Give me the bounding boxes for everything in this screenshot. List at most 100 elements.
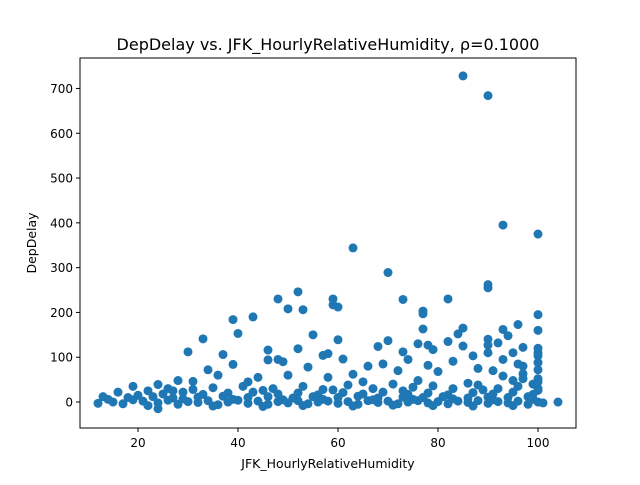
scatter-point xyxy=(178,394,188,404)
scatter-point xyxy=(203,365,213,375)
scatter-point xyxy=(468,351,478,361)
scatter-point xyxy=(118,399,128,409)
scatter-point xyxy=(293,344,303,354)
scatter-point xyxy=(483,283,493,293)
scatter-point xyxy=(458,323,468,333)
scatter-point xyxy=(518,342,528,352)
x-tick-label: 100 xyxy=(527,436,550,450)
scatter-point xyxy=(398,294,408,304)
scatter-point xyxy=(553,397,563,407)
scatter-points xyxy=(93,71,563,414)
scatter-point xyxy=(258,385,268,395)
scatter-point xyxy=(498,371,508,381)
scatter-point xyxy=(263,392,273,402)
scatter-point xyxy=(143,401,153,411)
scatter-point xyxy=(448,356,458,366)
scatter-point xyxy=(158,389,168,399)
scatter-point xyxy=(383,336,393,346)
scatter-point xyxy=(378,359,388,369)
scatter-point xyxy=(333,398,343,408)
scatter-point xyxy=(348,243,358,253)
scatter-point xyxy=(533,365,543,375)
scatter-point xyxy=(198,334,208,344)
y-axis-label: DepDelay xyxy=(24,212,39,274)
scatter-point xyxy=(263,345,273,355)
scatter-point xyxy=(93,398,103,408)
scatter-point xyxy=(398,347,408,357)
scatter-point xyxy=(293,287,303,297)
scatter-point xyxy=(328,385,338,395)
x-axis-ticks: 20 40 60 80 100 xyxy=(130,428,549,450)
scatter-point xyxy=(423,360,433,370)
scatter-point xyxy=(233,328,243,338)
scatter-point xyxy=(533,348,543,358)
y-tick-label: 400 xyxy=(50,216,73,230)
scatter-point xyxy=(508,348,518,358)
scatter-point xyxy=(498,220,508,230)
scatter-point xyxy=(128,381,138,391)
scatter-point xyxy=(498,324,508,334)
scatter-point xyxy=(533,385,543,395)
scatter-point xyxy=(428,381,438,391)
scatter-point xyxy=(483,348,493,358)
scatter-point xyxy=(533,310,543,320)
scatter-point xyxy=(538,398,548,408)
scatter-point xyxy=(533,358,543,368)
scatter-point xyxy=(128,395,138,405)
scatter-point xyxy=(398,386,408,396)
scatter-point xyxy=(418,324,428,334)
scatter-point xyxy=(323,372,333,382)
scatter-point xyxy=(283,370,293,380)
scatter-point xyxy=(503,331,513,341)
scatter-point xyxy=(273,294,283,304)
scatter-point xyxy=(253,372,263,382)
scatter-point xyxy=(208,383,218,393)
y-tick-label: 0 xyxy=(65,396,73,410)
scatter-point xyxy=(493,338,503,348)
scatter-point xyxy=(533,229,543,239)
scatter-point xyxy=(403,354,413,364)
scatter-point xyxy=(113,387,123,397)
scatter-point xyxy=(153,380,163,390)
scatter-point xyxy=(163,395,173,405)
scatter-point xyxy=(273,389,283,399)
scatter-point xyxy=(248,312,258,322)
scatter-point xyxy=(218,350,228,360)
scatter-point xyxy=(368,395,378,405)
scatter-point xyxy=(263,355,273,365)
scatter-point xyxy=(458,71,468,81)
scatter-point xyxy=(363,361,373,371)
scatter-point xyxy=(383,268,393,278)
y-tick-label: 600 xyxy=(50,127,73,141)
scatter-point xyxy=(348,369,358,379)
scatter-point xyxy=(178,387,188,397)
scatter-point xyxy=(188,376,198,386)
scatter-point xyxy=(193,397,203,407)
scatter-point xyxy=(188,384,198,394)
scatter-point xyxy=(143,386,153,396)
scatter-point xyxy=(508,401,518,411)
scatter-point xyxy=(428,345,438,355)
scatter-point xyxy=(278,357,288,367)
scatter-point xyxy=(228,359,238,369)
scatter-point xyxy=(518,374,528,384)
scatter-point xyxy=(483,340,493,350)
x-axis-label: JFK_HourlyRelativeHumidity xyxy=(240,456,415,471)
y-tick-label: 700 xyxy=(50,82,73,96)
scatter-point xyxy=(448,394,458,404)
scatter-point xyxy=(168,386,178,396)
scatter-point xyxy=(413,376,423,386)
scatter-point xyxy=(468,401,478,411)
scatter-point xyxy=(228,394,238,404)
scatter-point xyxy=(513,359,523,369)
scatter-point xyxy=(333,335,343,345)
scatter-point xyxy=(478,385,488,395)
scatter-point xyxy=(483,91,493,101)
scatter-point xyxy=(238,381,248,391)
chart-title: DepDelay vs. JFK_HourlyRelativeHumidity,… xyxy=(117,35,540,55)
scatter-point xyxy=(333,302,343,312)
y-tick-label: 500 xyxy=(50,172,73,186)
